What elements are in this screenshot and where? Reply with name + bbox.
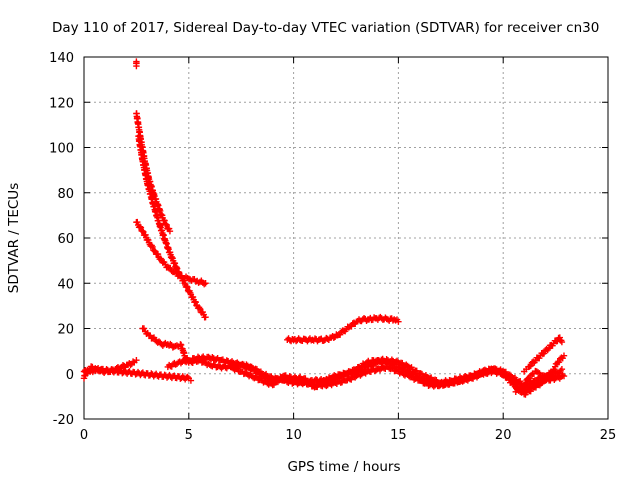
y-tick-label: 20 — [57, 323, 74, 338]
data-marks — [80, 58, 568, 398]
point-middle-hump-arc — [330, 334, 338, 341]
point-baseline-cluster-3 — [388, 356, 396, 363]
point-high-decay-arc-a — [166, 228, 174, 235]
x-tick-label: 20 — [495, 428, 512, 443]
point-late-rising — [521, 381, 529, 388]
x-tick-label: 10 — [285, 428, 302, 443]
point-middle-hump-arc — [395, 318, 402, 325]
y-tick-label: -20 — [53, 413, 74, 428]
y-tick-label: 140 — [49, 51, 74, 66]
point-early-baseline — [129, 358, 137, 365]
point-middle-hump-arc — [336, 331, 344, 338]
point-mid-decay-arc — [167, 264, 174, 272]
point-late-rising — [560, 352, 568, 359]
x-tick-label: 15 — [390, 428, 407, 443]
point-baseline-cluster-3 — [559, 371, 566, 379]
point-baseline-cluster-1 — [357, 372, 364, 379]
point-late-rising — [534, 369, 542, 376]
y-tick-label: 0 — [66, 368, 74, 383]
point-late-isolated — [545, 345, 553, 352]
point-early-scattered — [184, 373, 191, 381]
point-mid-decay-arc — [202, 280, 209, 287]
point-high-decay-arc-b — [196, 305, 204, 313]
point-baseline-cluster-3 — [252, 373, 259, 380]
point-late-isolated — [527, 362, 534, 369]
point-baseline-cluster-3 — [270, 381, 278, 388]
y-axis-label: SDTVAR / TECUs — [6, 183, 22, 293]
point-late-isolated — [540, 350, 548, 357]
point-early-scattered — [187, 377, 195, 384]
x-tick-label: 0 — [80, 428, 88, 443]
point-high-decay-arc-a — [163, 221, 170, 229]
point-low-arc-after-3h — [167, 340, 174, 348]
point-early-baseline — [133, 356, 140, 364]
point-mid-decay-arc — [154, 250, 162, 258]
point-late-rising — [522, 380, 530, 387]
x-tick-label: 5 — [185, 428, 193, 443]
point-mid-decay-arc — [134, 218, 141, 226]
x-axis-label: GPS time / hours — [287, 459, 400, 475]
point-late-isolated — [558, 338, 566, 346]
point-early-baseline — [127, 361, 134, 369]
point-middle-hump-arc — [348, 323, 355, 330]
point-baseline-cluster-3 — [560, 372, 568, 380]
point-mid-decay-arc — [136, 223, 144, 230]
y-tick-label: 40 — [57, 277, 74, 292]
point-high-decay-arc-b — [202, 313, 209, 321]
point-late-isolated — [526, 363, 533, 370]
tick-group: 0 5 10 15 20 25 -20 0 20 40 60 80 100 120 140 — [49, 51, 616, 443]
point-mid-decay-arc — [200, 280, 208, 288]
point-mid-decay-arc — [149, 243, 156, 251]
y-tick-label: 80 — [57, 187, 74, 202]
x-tick-label: 25 — [600, 428, 617, 443]
point-late-rising — [526, 374, 533, 382]
point-baseline-cluster-3 — [501, 371, 508, 378]
point-baseline-cluster-1 — [177, 359, 185, 367]
y-tick-label: 120 — [49, 96, 74, 111]
point-baseline-cluster-3 — [317, 380, 325, 388]
y-tick-label: 60 — [57, 232, 74, 247]
point-baseline-cluster-2 — [244, 363, 251, 370]
point-mid-decay-arc — [151, 247, 158, 254]
point-outlier-points — [133, 58, 140, 65]
point-baseline-cluster-3 — [302, 375, 309, 382]
point-late-rising — [555, 358, 563, 366]
y-tick-label: 100 — [49, 142, 74, 157]
point-baseline-cluster-3 — [417, 370, 424, 377]
point-low-arc-after-3h — [140, 325, 148, 332]
point-mid-decay-arc — [137, 224, 145, 231]
point-baseline-cluster-1 — [558, 366, 566, 373]
chart-title: Day 110 of 2017, Sidereal Day-to-day VTE… — [52, 20, 599, 36]
